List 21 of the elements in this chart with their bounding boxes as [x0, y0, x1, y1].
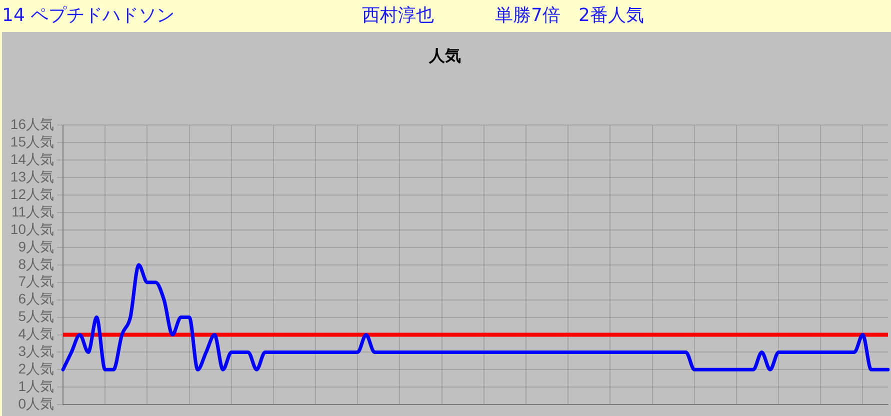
y-tick-label: 13人気 [10, 168, 54, 184]
y-tick-label: 8人気 [18, 256, 54, 272]
text: 西村淳也 [362, 5, 434, 27]
text: 単勝7倍 2番人気 [495, 5, 644, 27]
y-tick-label: 16人気 [10, 116, 54, 132]
y-tick-label: 9人気 [18, 238, 54, 254]
text: 14 ペプチドハドソン [2, 5, 175, 27]
y-tick-label: 7人気 [18, 273, 54, 290]
y-tick-label: 1人気 [18, 378, 54, 394]
y-tick-label: 4人気 [18, 326, 54, 342]
chart-title: 人気 [428, 47, 461, 66]
y-tick-label: 6人気 [18, 290, 54, 307]
y-tick-label: 2人気 [18, 360, 54, 377]
y-tick-label: 15人気 [10, 134, 54, 150]
y-tick-label: 5人気 [18, 308, 54, 324]
y-tick-label: 12人気 [10, 186, 54, 202]
y-tick-label: 14人気 [10, 150, 54, 167]
y-tick-label: 0人気 [18, 395, 54, 412]
y-tick-label: 3人気 [18, 343, 54, 360]
y-tick-label: 10人気 [10, 220, 54, 237]
y-tick-label: 11人気 [11, 203, 54, 220]
